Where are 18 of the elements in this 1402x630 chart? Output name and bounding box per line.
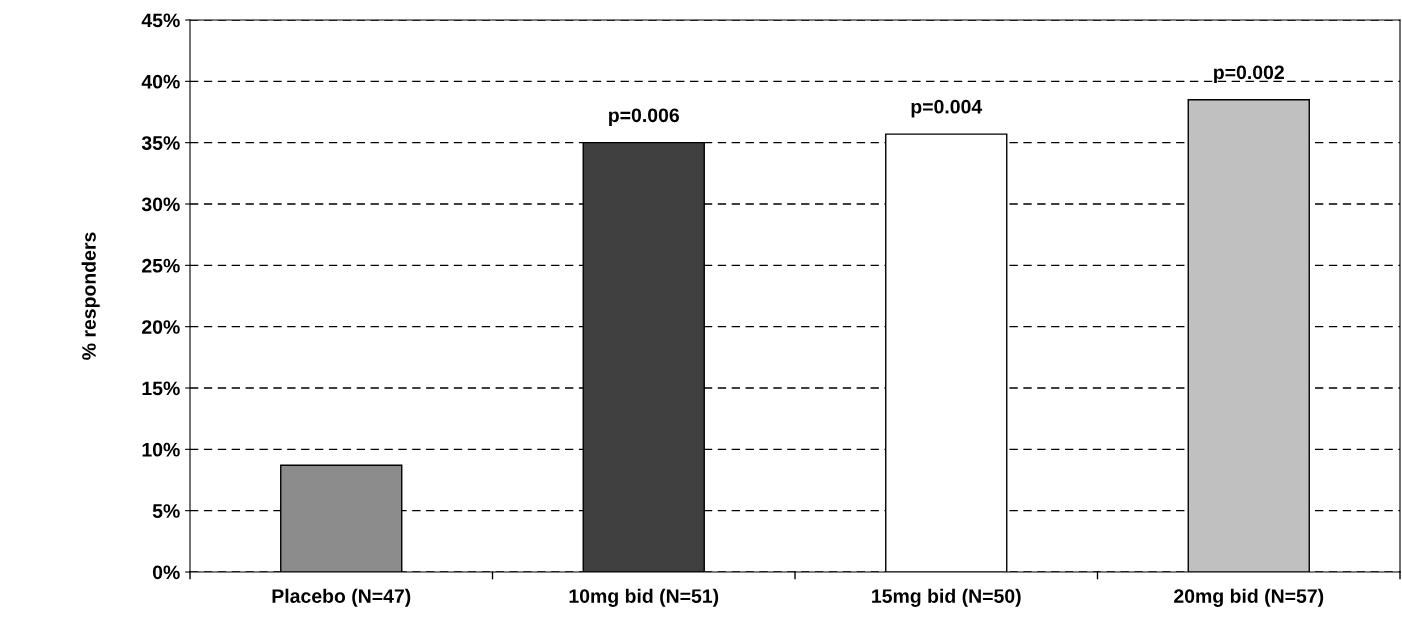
y-tick-label: 0% xyxy=(152,565,180,580)
annotation: p=0.002 xyxy=(1214,65,1284,84)
y-tick-label: 5% xyxy=(152,504,180,518)
y-tick-label: 45% xyxy=(141,13,180,28)
x-tick-label: Placebo (N=47) xyxy=(272,588,411,607)
annotation: p=0.004 xyxy=(911,99,983,118)
x-tick-label: 10mg bid (N=51) xyxy=(569,588,719,607)
y-tick-label: 35% xyxy=(141,136,180,150)
y-tick-label: 40% xyxy=(141,74,180,89)
y-tick-label: 30% xyxy=(141,197,180,212)
y-tick-label: 25% xyxy=(142,258,180,273)
x-tick-label: 15mg bid (N=50) xyxy=(872,588,1021,607)
x-tick-label: 20mg bid (N=57) xyxy=(1174,588,1324,607)
y-tick-label: 10% xyxy=(142,442,180,457)
y-tick-label: 20% xyxy=(142,320,180,334)
annotation: p=0.006 xyxy=(609,108,679,126)
y-tick-label: 15% xyxy=(142,381,180,396)
y-axis-title: % responders xyxy=(81,232,100,360)
